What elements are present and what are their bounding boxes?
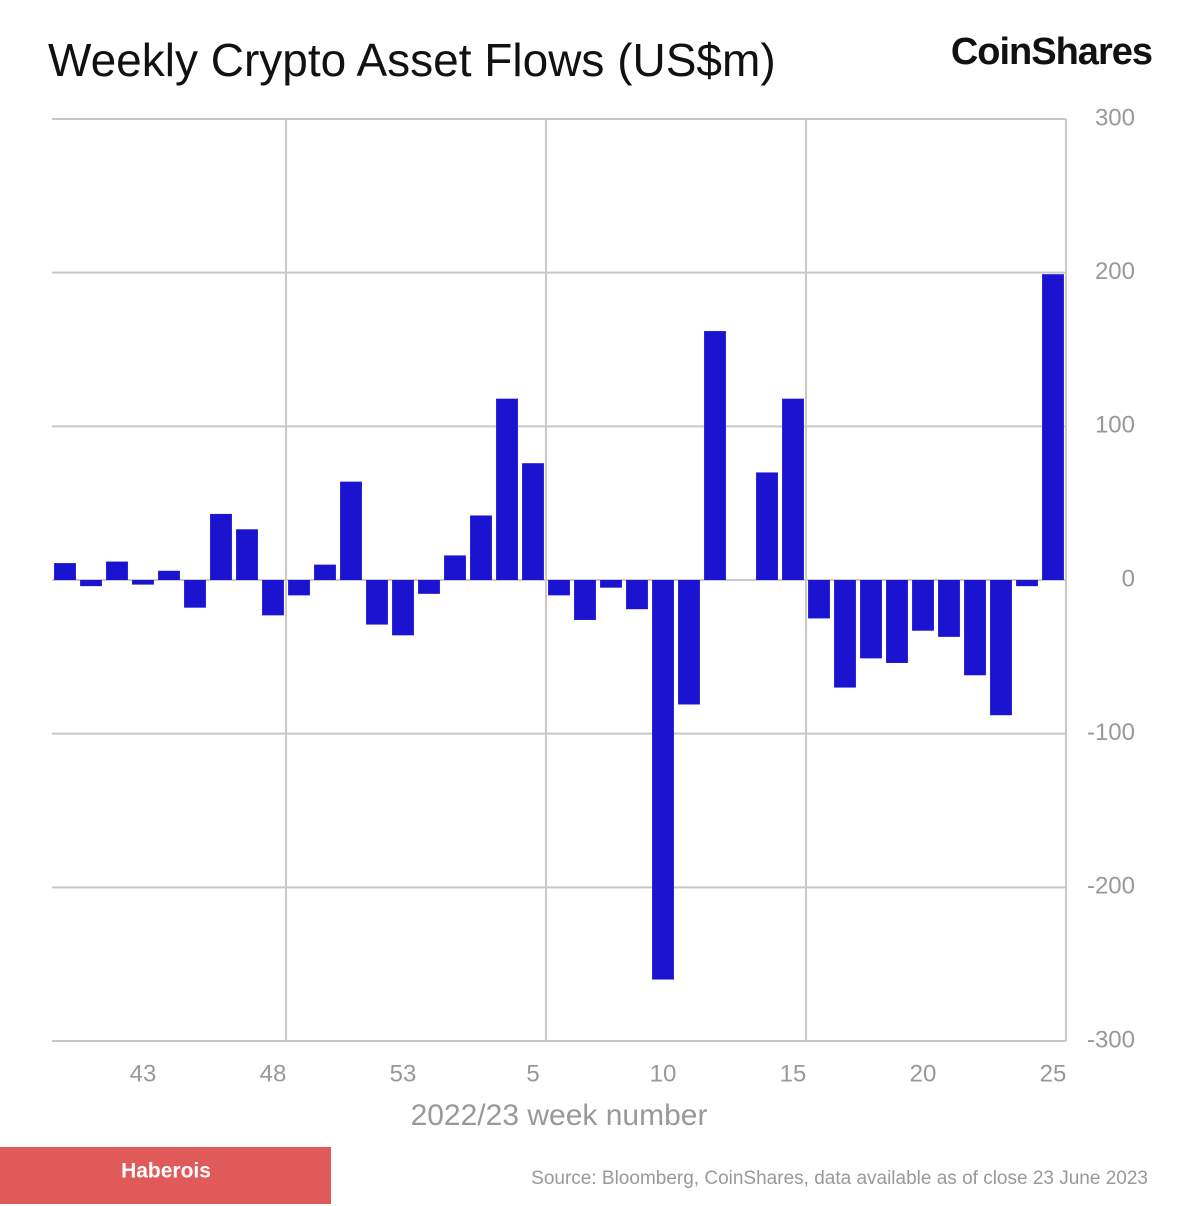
- bar: [964, 580, 986, 676]
- bar: [808, 580, 830, 619]
- x-tick-label: 48: [260, 1060, 287, 1087]
- bar: [262, 580, 284, 616]
- y-tick-label: -200: [1087, 873, 1135, 900]
- bar: [756, 472, 778, 580]
- bar: [470, 515, 492, 580]
- bar: [340, 481, 362, 580]
- bar: [782, 398, 804, 580]
- bar: [834, 580, 856, 688]
- y-tick-label: 300: [1095, 104, 1135, 131]
- bar: [444, 555, 466, 580]
- x-axis-label: 2022/23 week number: [411, 1099, 708, 1132]
- bar: [158, 570, 180, 580]
- x-tick-label: 25: [1040, 1060, 1067, 1087]
- y-tick-label: -100: [1087, 719, 1135, 746]
- bar: [886, 580, 908, 663]
- bar: [496, 398, 518, 580]
- x-tick-label: 43: [130, 1060, 157, 1087]
- bar: [184, 580, 206, 608]
- bar: [392, 580, 414, 636]
- y-tick-label: 200: [1095, 258, 1135, 285]
- bar: [912, 580, 934, 631]
- bar: [990, 580, 1012, 716]
- source: Source: Bloomberg, CoinShares, data avai…: [531, 1168, 1148, 1189]
- bar: [522, 463, 544, 580]
- bar: [938, 580, 960, 637]
- x-tick-label: 53: [390, 1060, 417, 1087]
- bar: [678, 580, 700, 705]
- x-tick-label: 20: [910, 1060, 937, 1087]
- chart-title: Weekly Crypto Asset Flows (US$m): [48, 34, 776, 86]
- bar: [1016, 580, 1038, 587]
- brand-logo: CoinShares: [951, 31, 1152, 73]
- y-tick-label: 100: [1095, 412, 1135, 439]
- x-tick-label: 15: [780, 1060, 807, 1087]
- bar: [106, 561, 128, 580]
- y-tick-label: 0: [1122, 565, 1135, 592]
- bar: [600, 580, 622, 588]
- bar: [652, 580, 674, 980]
- x-tick-label: 5: [526, 1060, 539, 1087]
- bar: [236, 529, 258, 580]
- bar: [860, 580, 882, 659]
- bar: [366, 580, 388, 625]
- badge: Haberois: [121, 1160, 211, 1183]
- bar: [132, 580, 154, 585]
- y-tick-label: -300: [1087, 1026, 1135, 1053]
- bar: [626, 580, 648, 610]
- bar: [210, 513, 232, 580]
- bar: [314, 564, 336, 580]
- x-tick-label: 10: [650, 1060, 677, 1087]
- bar: [1042, 274, 1064, 580]
- bar: [704, 331, 726, 580]
- bar: [574, 580, 596, 620]
- bar: [80, 580, 102, 587]
- bar: [548, 580, 570, 596]
- bar: [288, 580, 310, 596]
- bar: [418, 580, 440, 594]
- bar: [54, 563, 76, 580]
- badge-bg: [0, 1147, 331, 1204]
